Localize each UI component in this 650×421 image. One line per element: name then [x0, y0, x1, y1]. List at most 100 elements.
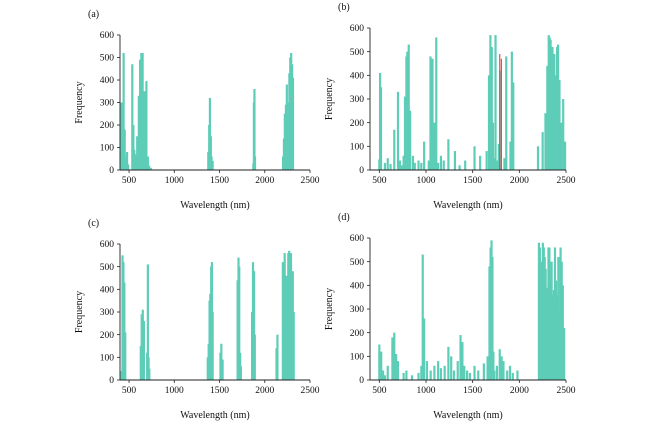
bar-a-6 — [127, 164, 130, 171]
bar-b-32 — [458, 165, 461, 170]
bar-b-17 — [413, 162, 416, 170]
y-tick-label-d-4: 400 — [350, 282, 365, 292]
bar-b-4 — [386, 158, 389, 170]
x-tick-label-a-3: 2000 — [255, 176, 274, 186]
x-axis-title-b: Wavelength (nm) — [433, 200, 502, 211]
bar-d-43 — [500, 356, 503, 380]
bar-b-9 — [400, 165, 403, 170]
bar-b-16 — [411, 155, 415, 170]
bar-d-69 — [558, 309, 561, 380]
bar-c-46 — [292, 312, 295, 380]
y-tick-label-a-3: 300 — [100, 99, 115, 109]
bar-b-2 — [379, 87, 383, 170]
bar-a-9 — [133, 149, 136, 170]
panel-label-c: (c) — [88, 218, 99, 229]
bar-d-19 — [437, 361, 440, 380]
bar-d-39 — [492, 351, 495, 380]
bar-d-10 — [405, 370, 408, 380]
bar-d-7 — [395, 353, 398, 380]
bar-b-68 — [562, 99, 565, 170]
y-tick-label-c-0: 0 — [109, 376, 114, 386]
bar-d-63 — [551, 294, 554, 380]
accent-bar-b-1 — [500, 58, 503, 170]
bar-a-21 — [148, 165, 151, 170]
bar-d-6 — [393, 332, 396, 380]
bar-b-67 — [560, 122, 563, 170]
bar-d-11 — [410, 375, 414, 380]
y-axis-title-b: Frequency — [324, 78, 335, 120]
bar-d-35 — [488, 266, 491, 380]
bar-d-17 — [429, 370, 432, 380]
y-tick-label-d-2: 200 — [350, 329, 365, 339]
bar-b-11 — [403, 96, 407, 170]
bar-c-30 — [252, 271, 256, 380]
bar-b-34 — [473, 146, 476, 170]
bar-a-8 — [132, 125, 135, 170]
bar-d-24 — [452, 370, 456, 380]
bar-d-60 — [548, 247, 551, 380]
bar-b-47 — [505, 56, 508, 170]
bar-d-0 — [378, 344, 381, 380]
bar-c-33 — [276, 334, 279, 380]
bar-b-48 — [509, 141, 512, 170]
x-axis-title-c: Wavelength (nm) — [180, 410, 249, 421]
bar-a-14 — [140, 53, 143, 170]
bar-a-25 — [208, 98, 212, 170]
bar-d-22 — [447, 346, 450, 380]
bar-d-41 — [495, 365, 499, 380]
bar-d-71 — [560, 261, 563, 380]
y-tick-label-a-6: 600 — [100, 31, 115, 41]
y-tick-label-a-5: 500 — [100, 54, 115, 64]
bar-a-10 — [134, 154, 137, 170]
bar-b-6 — [393, 129, 396, 170]
bar-c-21 — [220, 343, 223, 380]
bar-b-38 — [489, 35, 492, 170]
bar-b-35 — [479, 155, 482, 170]
bar-d-2 — [381, 370, 385, 380]
bar-d-8 — [396, 361, 400, 380]
bar-a-13 — [138, 59, 142, 170]
x-tick-label-c-1: 1000 — [165, 386, 184, 396]
bar-d-3 — [383, 375, 387, 380]
bar-d-72 — [561, 285, 564, 380]
y-axis-title-a: Frequency — [74, 81, 85, 123]
bar-b-53 — [544, 113, 547, 170]
bar-d-38 — [491, 256, 494, 380]
bar-d-73 — [563, 327, 566, 380]
bar-d-48 — [516, 370, 519, 380]
x-axis-title-a: Wavelength (nm) — [180, 200, 249, 211]
bar-a-5 — [125, 152, 129, 170]
bar-d-45 — [506, 370, 509, 380]
bar-d-61 — [549, 280, 552, 380]
bar-b-46 — [503, 158, 506, 170]
x-tick-label-b-3: 2000 — [510, 176, 529, 186]
bar-d-12 — [417, 372, 420, 380]
bar-b-30 — [447, 139, 450, 170]
bar-d-65 — [553, 247, 557, 380]
bar-a-20 — [146, 156, 149, 170]
bar-b-59 — [551, 46, 554, 170]
bar-d-68 — [557, 256, 560, 380]
bar-c-10 — [146, 264, 149, 380]
x-tick-label-c-3: 2000 — [255, 386, 274, 396]
bar-c-19 — [211, 312, 214, 380]
bar-d-5 — [391, 337, 394, 380]
bar-a-22 — [149, 167, 152, 170]
bar-c-11 — [147, 357, 150, 380]
y-tick-label-c-1: 100 — [100, 354, 115, 364]
bar-d-64 — [552, 290, 555, 380]
x-tick-label-d-0: 500 — [372, 386, 387, 396]
x-axis-title-d: Wavelength (nm) — [433, 410, 502, 421]
bar-d-40 — [493, 370, 496, 380]
bar-c-3 — [123, 282, 126, 380]
bar-b-27 — [437, 162, 440, 170]
bar-b-39 — [490, 46, 493, 170]
panel-c: 0 100 200 300 400 500 600 500 1000 1500 2000 2500 Wa… — [74, 218, 320, 421]
bar-b-10 — [402, 155, 405, 170]
bar-d-21 — [443, 365, 446, 380]
bar-a-31 — [253, 89, 256, 170]
bar-c-8 — [142, 321, 145, 380]
bar-b-42 — [494, 35, 497, 170]
bar-d-29 — [465, 370, 469, 380]
